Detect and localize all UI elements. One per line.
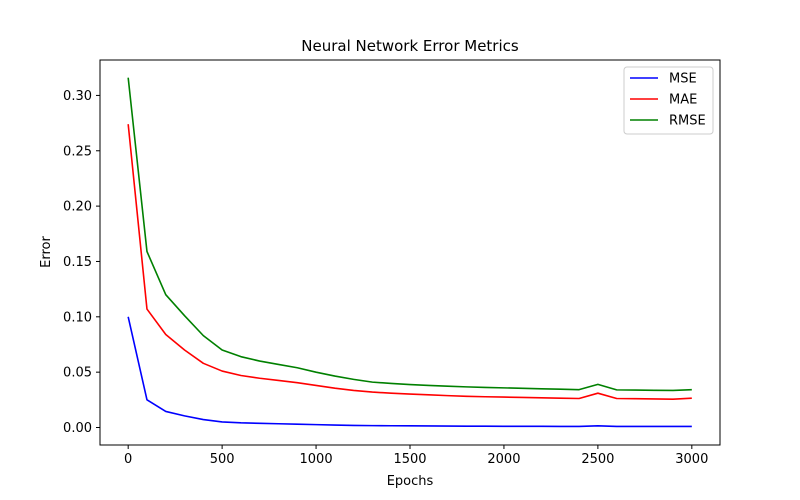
y-axis-ticks: 0.00 0.05 0.10 0.15 0.20 0.25 0.30 <box>63 89 100 436</box>
plot-background <box>100 60 720 445</box>
legend-label-mae: MAE <box>669 93 697 108</box>
y-tick-label: 0.15 <box>63 255 92 270</box>
legend: MSE MAE RMSE <box>623 66 714 135</box>
x-tick-label: 3000 <box>675 452 708 467</box>
legend-entries: MSE MAE RMSE <box>630 72 706 129</box>
legend-label-mse: MSE <box>669 72 697 87</box>
x-tick-label: 1000 <box>300 452 333 467</box>
y-tick-label: 0.20 <box>63 200 92 215</box>
y-tick-label: 0.30 <box>63 89 92 104</box>
x-tick-label: 2000 <box>487 452 520 467</box>
legend-label-rmse: RMSE <box>669 114 706 129</box>
x-tick-label: 500 <box>210 452 235 467</box>
legend-box <box>623 66 714 135</box>
series-line-mae <box>127 124 692 400</box>
y-axis-label: Error <box>39 236 54 268</box>
chart-title: Neural Network Error Metrics <box>301 37 519 55</box>
y-tick-label: 0.10 <box>63 310 92 325</box>
x-axis-label: Epochs <box>387 474 434 489</box>
y-tick-label: 0.25 <box>63 144 92 159</box>
series-layer <box>127 77 692 428</box>
x-axis-ticks: 0 500 1000 1500 2000 2500 3000 <box>124 445 708 467</box>
x-tick-label: 2500 <box>581 452 614 467</box>
y-tick-label: 0.05 <box>63 366 92 381</box>
x-tick-label: 1500 <box>393 452 426 467</box>
series-line-rmse <box>127 77 692 392</box>
x-tick-label: 0 <box>124 452 132 467</box>
y-tick-label: 0.00 <box>63 421 92 436</box>
series-line-mse <box>127 316 692 428</box>
